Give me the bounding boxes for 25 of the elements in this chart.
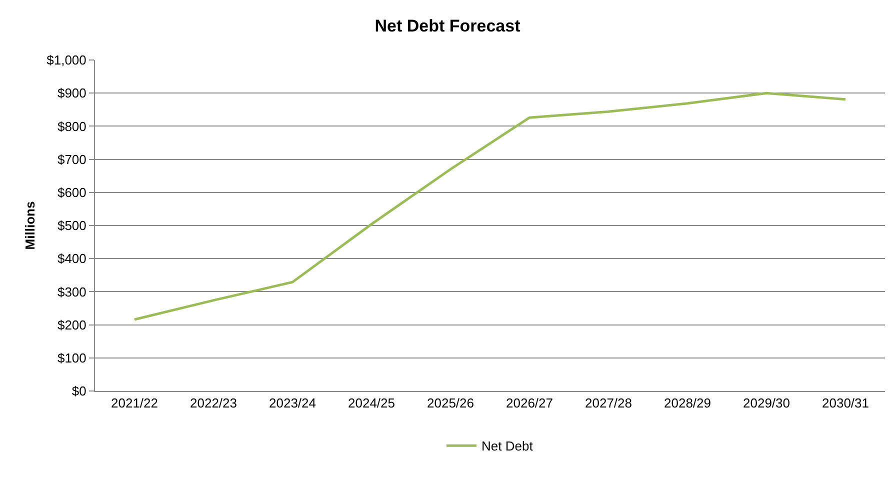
y-tick-label: $800 <box>57 118 86 134</box>
x-tick-label: 2024/25 <box>348 396 395 411</box>
x-tick-label: 2021/22 <box>111 396 158 411</box>
x-tick-label: 2022/23 <box>190 396 237 411</box>
y-axis-title: Millions <box>22 201 38 250</box>
chart-title: Net Debt Forecast <box>374 16 521 36</box>
x-tick-label: 2030/31 <box>822 396 869 411</box>
y-tick-label: $900 <box>57 86 86 101</box>
y-tick-label: $0 <box>72 384 86 399</box>
y-tick-label: $700 <box>57 152 86 167</box>
legend-label: Net Debt <box>482 438 534 454</box>
y-tick-label: $200 <box>57 317 86 332</box>
y-tick-label: $100 <box>57 350 86 366</box>
y-tick-label: $300 <box>57 284 86 300</box>
x-tick-label: 2029/30 <box>743 396 790 411</box>
x-tick-label: 2026/27 <box>506 396 553 411</box>
y-tick-label: $400 <box>57 251 86 266</box>
x-tick-label: 2028/29 <box>664 396 711 411</box>
y-tick-label: $600 <box>57 184 86 200</box>
line-series <box>133 92 847 321</box>
x-tick-label: 2027/28 <box>585 396 632 411</box>
x-tick-label: 2025/26 <box>427 396 474 411</box>
y-tick-label: $500 <box>57 218 86 234</box>
y-tick-label: $1,000 <box>46 52 86 68</box>
x-tick-label: 2023/24 <box>269 396 316 411</box>
